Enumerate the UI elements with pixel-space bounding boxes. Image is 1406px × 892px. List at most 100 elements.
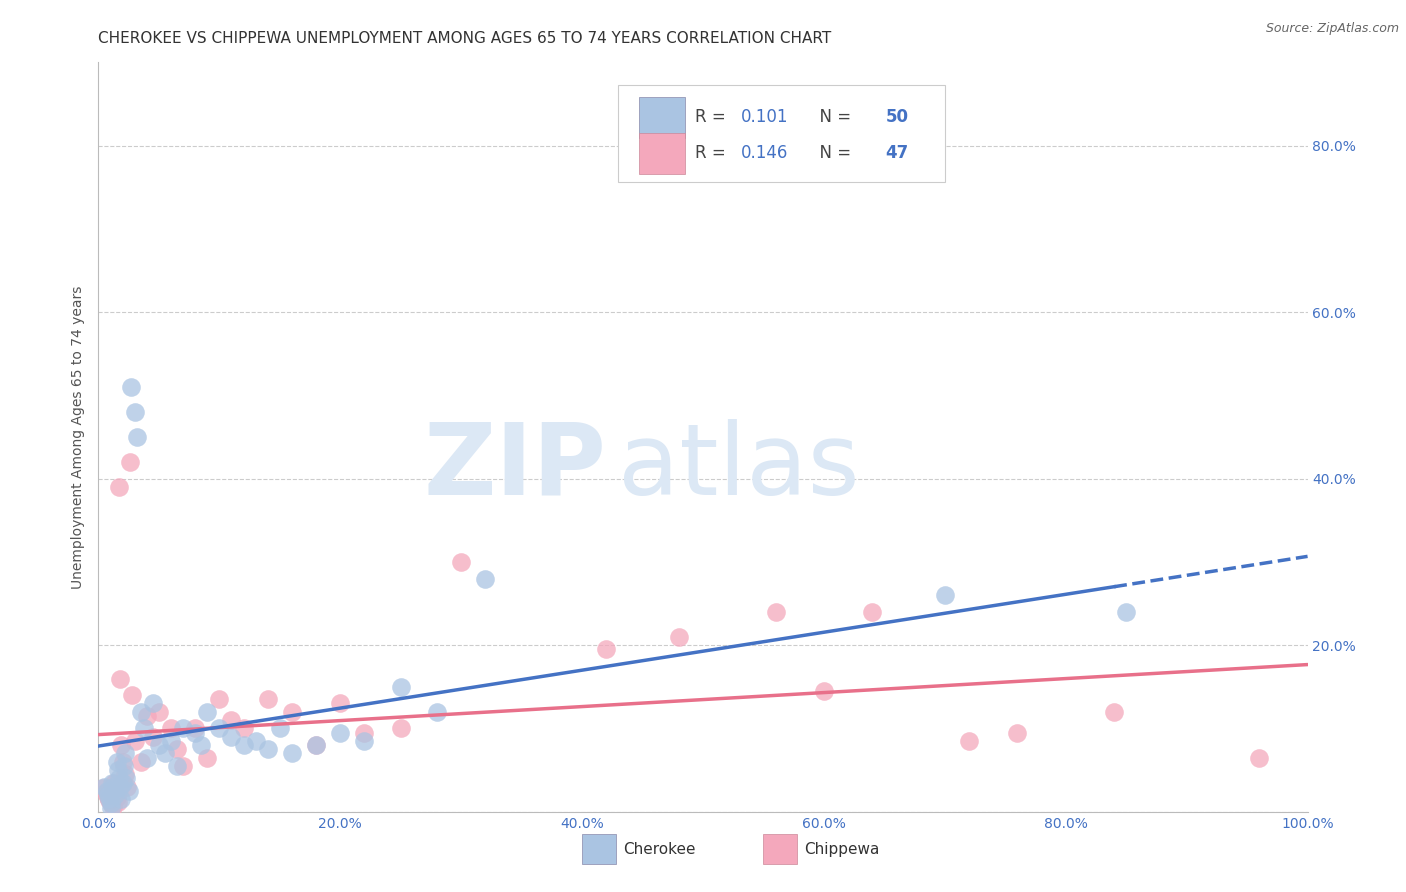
FancyBboxPatch shape xyxy=(619,85,945,182)
Point xyxy=(256,742,278,756)
Point xyxy=(135,750,157,764)
Point xyxy=(1115,605,1137,619)
Point xyxy=(256,692,278,706)
Point xyxy=(195,705,218,719)
Point xyxy=(105,755,128,769)
Point xyxy=(100,797,122,811)
Point xyxy=(105,789,128,804)
Point xyxy=(208,722,231,736)
Point xyxy=(281,705,304,719)
Point xyxy=(98,793,121,807)
Point xyxy=(111,775,134,789)
Point xyxy=(101,780,124,794)
Point xyxy=(135,709,157,723)
Point xyxy=(114,747,136,761)
Point xyxy=(115,772,138,786)
Text: 47: 47 xyxy=(886,145,908,162)
Point xyxy=(101,799,124,814)
Point xyxy=(153,747,176,761)
Point xyxy=(110,792,132,806)
Point xyxy=(104,788,127,802)
Point xyxy=(98,792,121,806)
Text: Source: ZipAtlas.com: Source: ZipAtlas.com xyxy=(1265,22,1399,36)
Point xyxy=(121,688,143,702)
Point xyxy=(124,405,146,419)
Point xyxy=(100,775,122,789)
Point xyxy=(208,692,231,706)
Point xyxy=(100,800,122,814)
Text: Cherokee: Cherokee xyxy=(623,842,696,856)
Point xyxy=(94,786,117,800)
Point xyxy=(108,672,131,686)
Y-axis label: Unemployment Among Ages 65 to 74 years: Unemployment Among Ages 65 to 74 years xyxy=(72,285,86,589)
Point xyxy=(1249,750,1271,764)
Point xyxy=(117,780,139,794)
Point xyxy=(1102,705,1125,719)
Point xyxy=(97,788,120,802)
Point xyxy=(108,480,131,494)
Point xyxy=(110,738,132,752)
Bar xyxy=(638,97,685,138)
Point xyxy=(450,555,472,569)
Point xyxy=(148,738,170,752)
Point xyxy=(111,755,134,769)
Point xyxy=(245,734,267,748)
Point xyxy=(112,759,135,773)
Point xyxy=(389,680,412,694)
Point xyxy=(813,684,835,698)
Point xyxy=(195,750,218,764)
Text: N =: N = xyxy=(810,109,856,127)
Point xyxy=(269,722,291,736)
Point xyxy=(166,759,188,773)
Point xyxy=(120,380,142,394)
Text: Chippewa: Chippewa xyxy=(804,842,880,856)
Point xyxy=(221,730,243,744)
Point xyxy=(103,775,125,789)
Point xyxy=(232,722,254,736)
Point xyxy=(595,642,617,657)
Point xyxy=(426,705,449,719)
Point xyxy=(474,572,496,586)
Point xyxy=(103,784,125,798)
Bar xyxy=(763,834,797,864)
Point xyxy=(160,734,183,748)
Text: CHEROKEE VS CHIPPEWA UNEMPLOYMENT AMONG AGES 65 TO 74 YEARS CORRELATION CHART: CHEROKEE VS CHIPPEWA UNEMPLOYMENT AMONG … xyxy=(98,31,832,46)
Point xyxy=(114,767,136,781)
Point xyxy=(129,705,152,719)
Text: 0.146: 0.146 xyxy=(741,145,787,162)
Point xyxy=(957,734,980,748)
Point xyxy=(104,784,127,798)
Point xyxy=(221,713,243,727)
Point xyxy=(107,763,129,777)
Point xyxy=(148,705,170,719)
Point xyxy=(232,738,254,752)
Text: 0.101: 0.101 xyxy=(741,109,787,127)
Point xyxy=(184,725,207,739)
Point xyxy=(389,722,412,736)
Point xyxy=(129,755,152,769)
Text: R =: R = xyxy=(695,145,731,162)
Point xyxy=(134,722,156,736)
Point xyxy=(91,781,114,796)
Point xyxy=(97,789,120,804)
Point xyxy=(108,772,131,786)
Point xyxy=(124,734,146,748)
Point xyxy=(860,605,883,619)
Point xyxy=(765,605,787,619)
Point xyxy=(160,722,183,736)
Text: atlas: atlas xyxy=(619,418,860,516)
Point xyxy=(329,725,352,739)
Point xyxy=(172,759,194,773)
Point xyxy=(353,725,375,739)
Point xyxy=(118,784,141,798)
Point xyxy=(142,730,165,744)
Point xyxy=(184,722,207,736)
Text: 50: 50 xyxy=(886,109,908,127)
Text: ZIP: ZIP xyxy=(423,418,606,516)
Point xyxy=(127,430,149,444)
Point xyxy=(281,747,304,761)
Point xyxy=(1007,725,1029,739)
Point xyxy=(108,780,131,794)
Point xyxy=(172,722,194,736)
Point xyxy=(353,734,375,748)
